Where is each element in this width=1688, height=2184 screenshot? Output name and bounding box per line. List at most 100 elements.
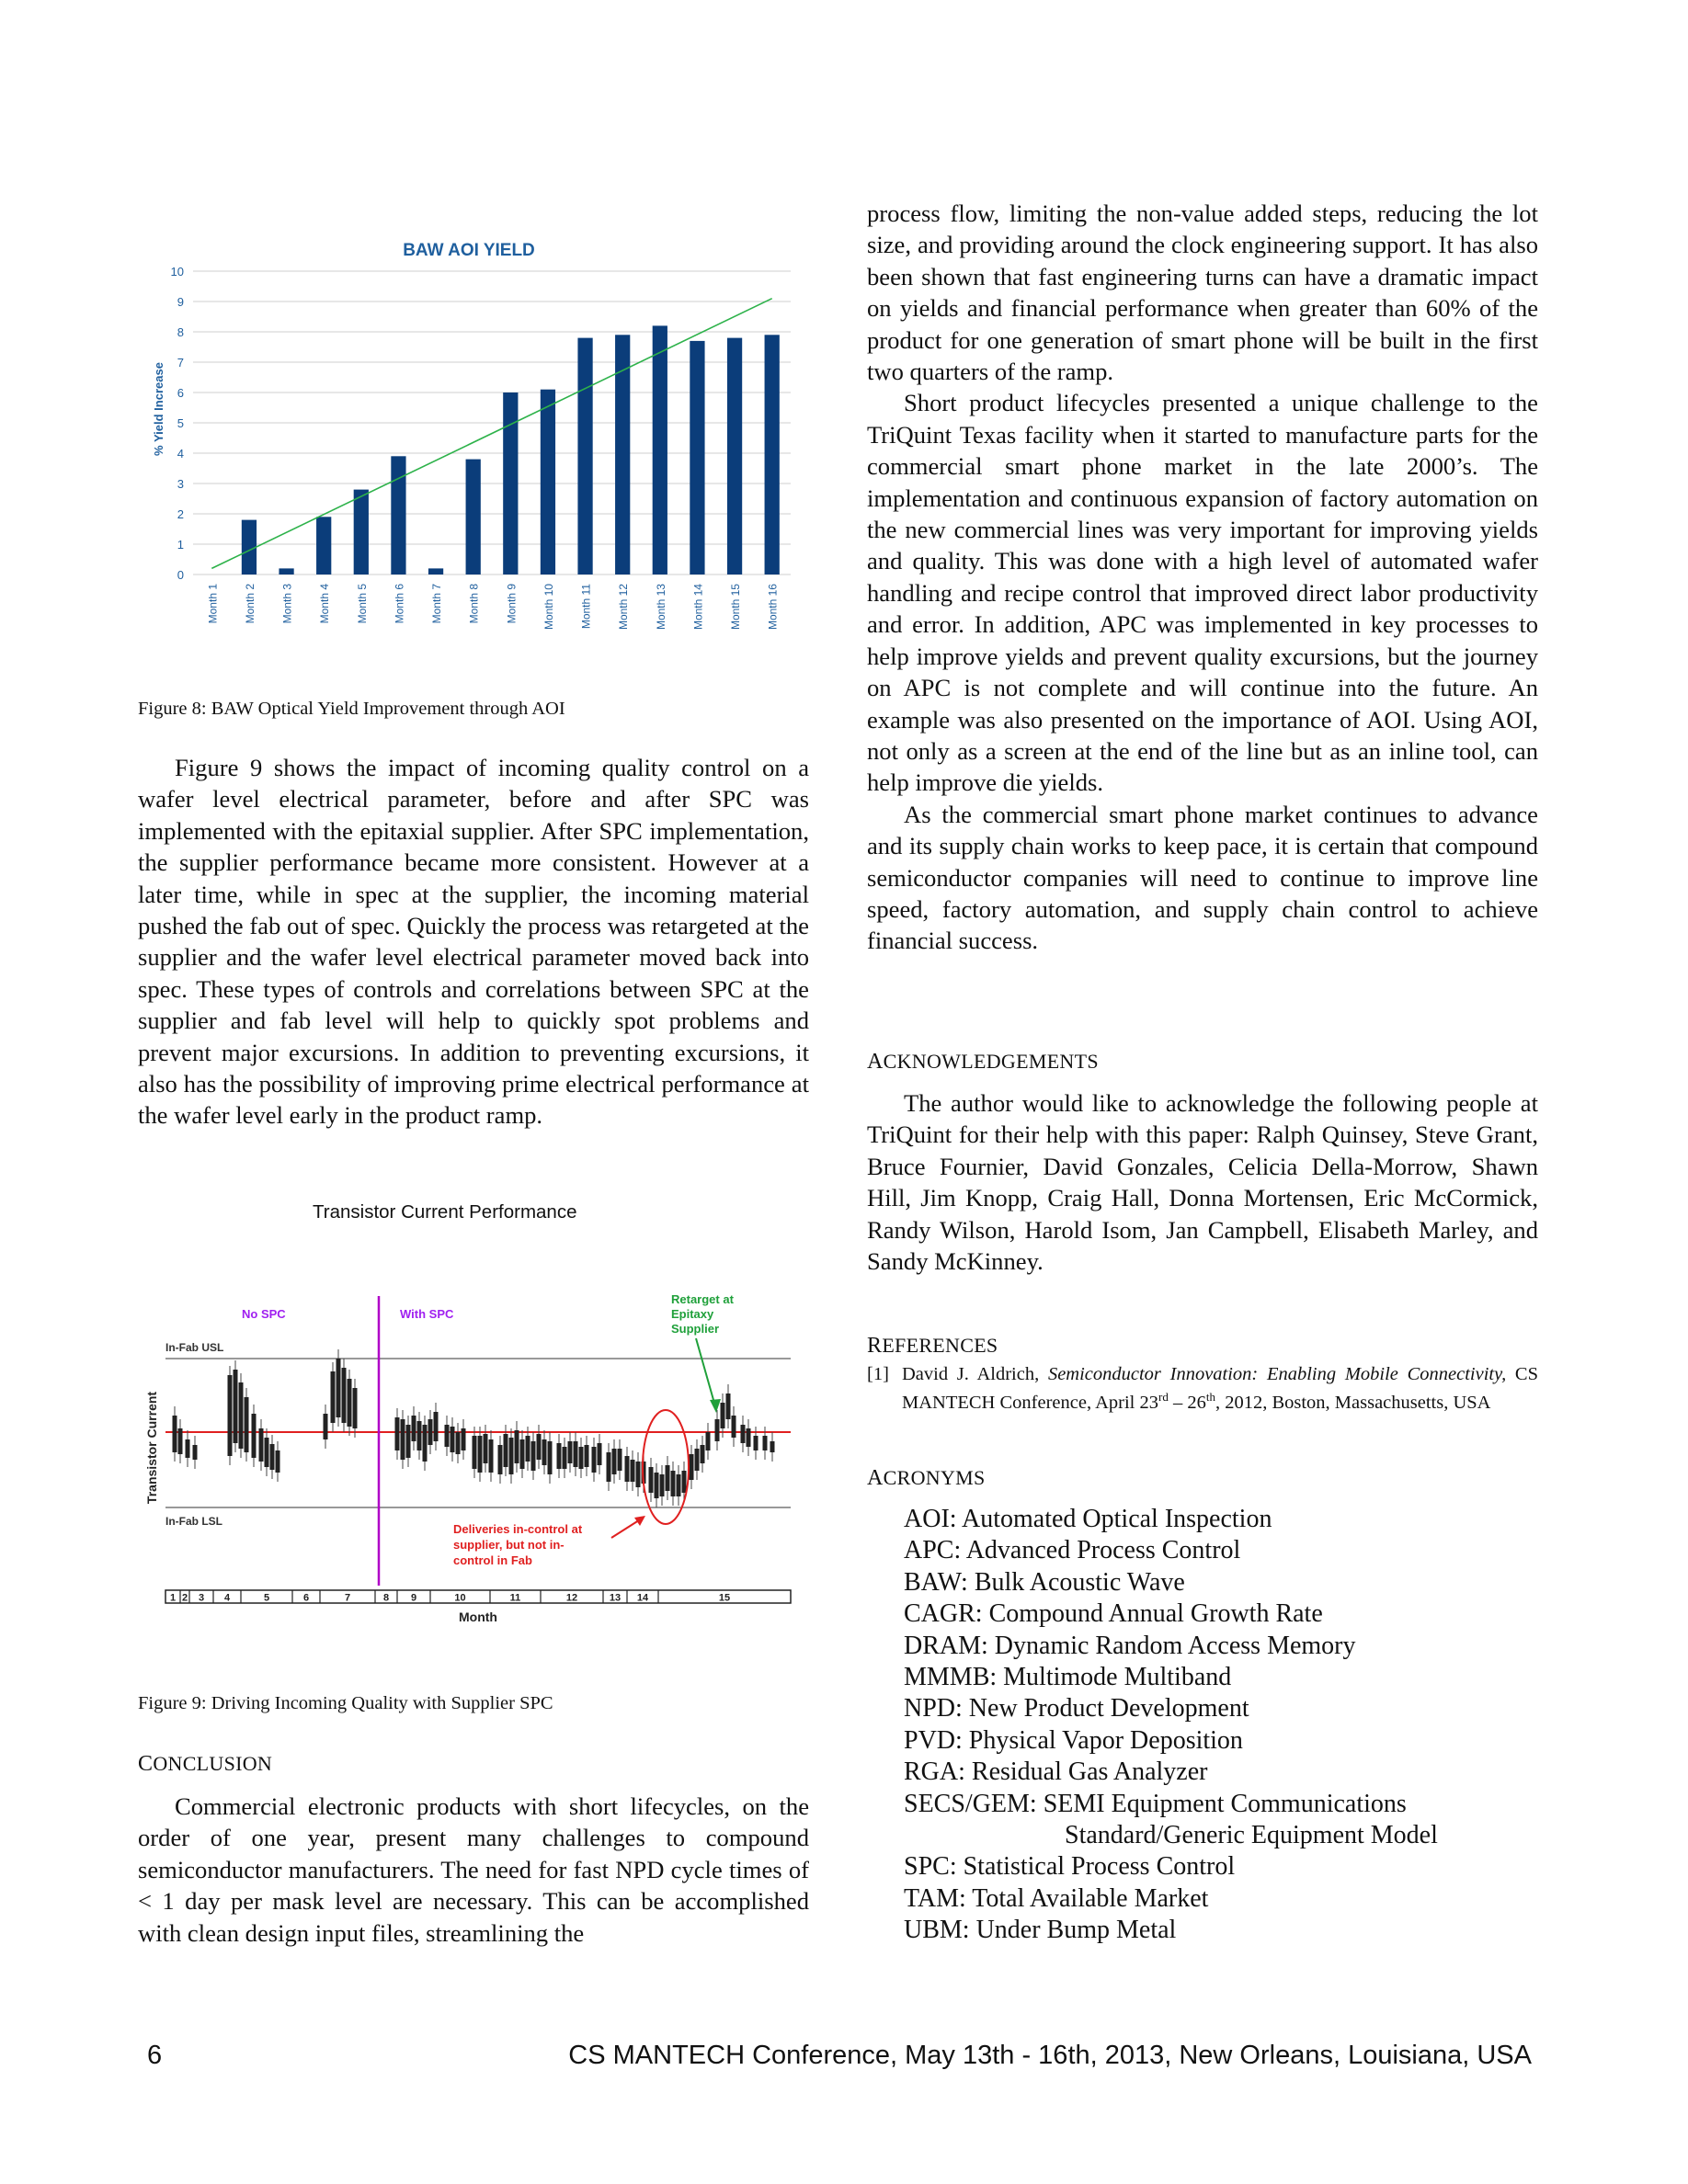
- boxplot-box: [670, 1471, 676, 1496]
- boxplot-box: [676, 1474, 681, 1496]
- bar: [279, 568, 294, 574]
- boxplot-box: [530, 1441, 536, 1471]
- bar: [241, 519, 257, 574]
- y-tick-label: 0: [177, 568, 184, 582]
- acronym-item: RGA: Residual Gas Analyzer: [904, 1757, 1208, 1787]
- boxplot-box: [770, 1441, 775, 1452]
- acknowledgements-paragraph: The author would like to acknowledge the…: [867, 1089, 1538, 1276]
- boxplot-box: [503, 1434, 508, 1467]
- conclusion-heading: CONCLUSION: [138, 1752, 273, 1776]
- deliveries-label-line3: control in Fab: [453, 1553, 532, 1567]
- boxplot-box: [648, 1467, 654, 1493]
- boxplot-box: [192, 1445, 198, 1460]
- figure9-chart: No SPC With SPC In-Fab USL In-Fab LSL Tr…: [144, 1292, 792, 1624]
- boxplot-box: [433, 1412, 439, 1441]
- month-axis-box: [165, 1589, 792, 1604]
- y-tick-label: 2: [177, 507, 184, 521]
- boxplot-box: [172, 1416, 177, 1452]
- boxplot-box: [731, 1416, 736, 1438]
- boxplot-box: [497, 1445, 503, 1474]
- bar: [503, 392, 519, 574]
- lsl-label: In-Fab LSL: [165, 1515, 222, 1528]
- boxplot-box: [477, 1436, 483, 1473]
- y-tick-label: 8: [177, 325, 184, 339]
- bar: [726, 337, 743, 574]
- x-tick-label: Month 2: [244, 584, 257, 624]
- boxplot-box: [597, 1443, 602, 1465]
- y-tick-label: 10: [171, 265, 184, 279]
- reference-number: [1]: [867, 1364, 889, 1384]
- right-paragraph-3: As the commercial smart phone market con…: [867, 800, 1538, 955]
- boxplot-box: [542, 1439, 547, 1465]
- retarget-arrowhead: [710, 1399, 721, 1413]
- boxplot-box: [562, 1447, 567, 1469]
- boxplot-box: [624, 1456, 630, 1482]
- boxplot-box: [567, 1441, 573, 1463]
- y-tick-label: 6: [177, 386, 184, 400]
- boxplot-box: [275, 1450, 280, 1473]
- acronym-item: NPD: New Product Development: [904, 1694, 1249, 1723]
- y-tick-labels: 0 1 2 3 4 5 6 7 8 9 10: [171, 265, 184, 582]
- acronym-item: UBM: Under Bump Metal: [904, 1916, 1177, 1945]
- boxplot-box: [700, 1445, 705, 1463]
- right-paragraph-2: Short product lifecycles presented a uni…: [867, 389, 1538, 797]
- x-tick-label: Month 7: [430, 584, 443, 624]
- boxplot-box: [411, 1416, 416, 1441]
- boxplot-box: [753, 1436, 758, 1450]
- x-tick-label: Month 12: [617, 584, 630, 630]
- boxplot-box: [264, 1438, 269, 1467]
- retarget-label-line3: Supplier: [671, 1322, 719, 1336]
- boxplot-box: [611, 1449, 617, 1474]
- acknowledgements-heading: ACKNOWLEDGEMENTS: [867, 1050, 1099, 1074]
- boxplot-box: [665, 1465, 670, 1491]
- acronym-list: AOI: Automated Optical Inspection APC: A…: [904, 1504, 1547, 1947]
- month-label: 3: [199, 1593, 204, 1604]
- boxplot-box: [525, 1436, 530, 1462]
- x-tick-label: Month 4: [318, 584, 331, 624]
- x-tick-label: Month 1: [206, 584, 219, 624]
- figure8-caption: Figure 8: BAW Optical Yield Improvement …: [138, 699, 565, 719]
- month-label: 2: [182, 1593, 188, 1604]
- boxplot-box: [444, 1425, 450, 1447]
- no-spc-label: No SPC: [242, 1307, 286, 1321]
- boxplot-box: [573, 1441, 578, 1467]
- boxplot-box: [450, 1427, 455, 1452]
- acronym-item: PVD: Physical Vapor Deposition: [904, 1725, 1243, 1755]
- boxplot-box: [725, 1393, 731, 1419]
- boxplot-box: [177, 1428, 183, 1454]
- boxplot-box: [578, 1447, 584, 1469]
- boxplot-box: [689, 1454, 694, 1480]
- boxplot-box: [514, 1430, 519, 1463]
- boxplot-box: [659, 1474, 665, 1496]
- boxplot-box: [455, 1432, 461, 1454]
- month-axis-labels: 1 2 3 4 5 6 7 8 9 10 11 12 13 14 15: [170, 1590, 730, 1604]
- x-tick-label: Month 13: [655, 584, 667, 630]
- bar: [690, 340, 705, 574]
- month-label: 5: [264, 1593, 269, 1604]
- boxplot-box: [416, 1421, 422, 1450]
- x-tick-label: Month 6: [393, 584, 405, 624]
- boxplot-box: [556, 1443, 562, 1469]
- boxplot-box: [720, 1403, 725, 1428]
- acronym-item: SECS/GEM: SEMI Equipment Communications: [904, 1789, 1407, 1818]
- figure8-chart: BAW AOI YIELD 0 1 2 3 4 5 6 7 8 9 10 % Yield Incre…: [152, 241, 791, 630]
- bar: [540, 389, 556, 574]
- usl-label: In-Fab USL: [165, 1341, 223, 1354]
- boxplot-box: [238, 1382, 244, 1449]
- boxplot-box: [547, 1441, 553, 1474]
- boxplot-box: [341, 1368, 347, 1423]
- boxplot-box: [269, 1444, 275, 1470]
- acronyms-heading: ACRONYMS: [867, 1466, 986, 1490]
- x-tick-label: Month 15: [729, 584, 742, 630]
- deliveries-arrowhead: [634, 1516, 645, 1526]
- boxplot-box: [714, 1419, 720, 1441]
- month-label: 8: [383, 1593, 389, 1604]
- bar: [465, 459, 481, 574]
- y-tick-label: 3: [177, 477, 184, 491]
- month-label: 11: [510, 1593, 521, 1604]
- x-tick-labels: Month 1 Month 2 Month 3 Month 4 Month 5 Month…: [206, 584, 779, 630]
- month-label: 4: [224, 1593, 231, 1604]
- boxplot-box: [740, 1425, 746, 1443]
- retarget-arrow: [695, 1337, 716, 1407]
- deliveries-arrow: [610, 1518, 643, 1539]
